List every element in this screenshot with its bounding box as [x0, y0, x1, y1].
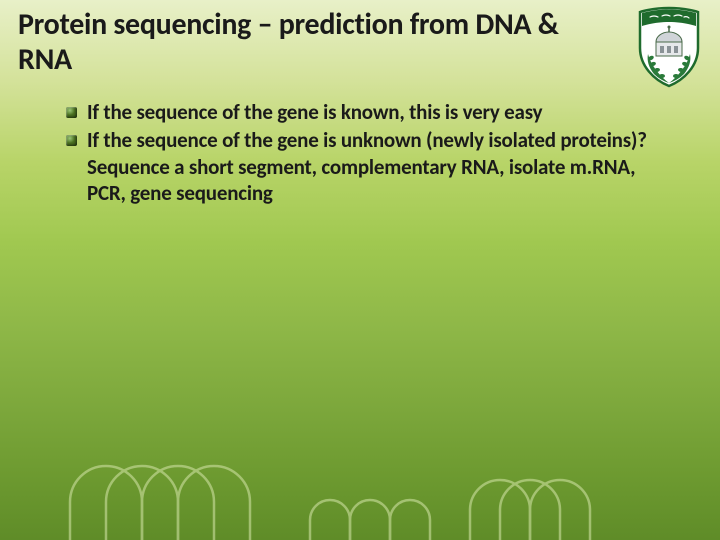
- university-logo: [632, 6, 706, 88]
- bullet-list: If the sequence of the gene is known, th…: [18, 99, 702, 206]
- bullet-text: If the sequence of the gene is known, th…: [87, 99, 542, 125]
- slide: Protein sequencing – prediction from DNA…: [0, 0, 720, 540]
- bullet-icon: [66, 135, 77, 146]
- bullet-icon: [66, 107, 77, 118]
- bullet-text: If the sequence of the gene is unknown (…: [87, 127, 672, 206]
- list-item: If the sequence of the gene is unknown (…: [66, 127, 672, 206]
- decorative-arches: [0, 460, 720, 540]
- slide-title: Protein sequencing – prediction from DNA…: [18, 8, 608, 77]
- list-item: If the sequence of the gene is known, th…: [66, 99, 672, 125]
